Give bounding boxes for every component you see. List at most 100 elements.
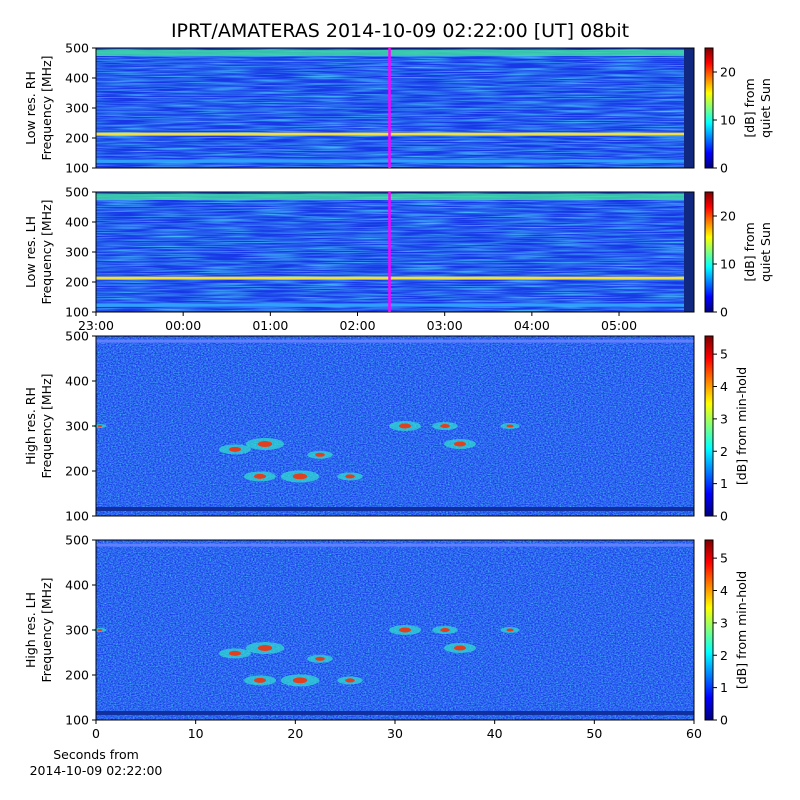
burst-core [257, 645, 273, 651]
colorbar-tick-label: 0 [720, 161, 728, 176]
colorbar-tick-label: 2 [720, 648, 728, 663]
y-axis-label: High res. LH [23, 592, 38, 668]
band [96, 159, 694, 163]
burst-core [454, 441, 466, 447]
colorbar-label: [dB] from min-hold [734, 571, 749, 689]
colorbar-tick-label: 4 [720, 583, 728, 598]
colorbar-tick-label: 0 [720, 509, 728, 524]
colorbar [704, 191, 714, 313]
colorbar [704, 539, 714, 721]
y-tick-label: 100 [65, 161, 89, 176]
colorbar-label: [dB] from [742, 222, 757, 281]
x-tick-label: 00:00 [165, 318, 201, 333]
spectrogram [96, 48, 694, 168]
y-axis-label: Low res. LH [23, 216, 38, 288]
x-tick-label: 10 [188, 726, 204, 741]
band [96, 194, 694, 200]
colorbar-label: [dB] from [742, 78, 757, 137]
spectrogram [93, 336, 694, 516]
spectrogram-texture [96, 48, 694, 168]
y-tick-label: 100 [65, 509, 89, 524]
spectrogram [96, 192, 694, 312]
colorbar-tick-label: 10 [720, 113, 736, 128]
band [96, 543, 694, 547]
burst-core [506, 424, 514, 428]
y-tick-label: 400 [65, 215, 89, 230]
figure-title: IPRT/AMATERAS 2014-10-09 02:22:00 [UT] 0… [171, 20, 629, 42]
y-tick-label: 500 [65, 329, 89, 344]
burst-core [97, 425, 103, 427]
colorbar-tick-label: 3 [720, 411, 728, 426]
burst-core [229, 650, 241, 656]
band [96, 276, 694, 280]
colorbar-tick-label: 0 [720, 713, 728, 728]
y-tick-label: 500 [65, 533, 89, 548]
burst-core [254, 677, 266, 683]
burst-core [315, 452, 325, 457]
x-tick-label: 03:00 [427, 318, 463, 333]
x-tick-label: 30 [387, 726, 403, 741]
x-axis-label: 2014-10-09 02:22:00 [30, 763, 163, 778]
y-axis-label: Frequency [MHz] [39, 199, 54, 304]
colorbar-label: quiet Sun [758, 78, 773, 138]
burst-core [506, 628, 514, 632]
colorbar-tick-label: 4 [720, 379, 728, 394]
burst-core [345, 678, 355, 683]
burst-core [292, 473, 308, 480]
band [96, 132, 694, 136]
colorbar-tick-label: 1 [720, 680, 728, 695]
x-tick-label: 40 [487, 726, 503, 741]
colorbar [704, 47, 714, 169]
burst-core [254, 473, 266, 479]
colorbar-tick-label: 20 [720, 209, 736, 224]
y-tick-label: 200 [65, 668, 89, 683]
band [684, 48, 694, 168]
band [96, 339, 694, 343]
y-axis-label: Frequency [MHz] [39, 373, 54, 478]
burst-core [399, 423, 411, 429]
colorbar-tick-label: 5 [720, 551, 728, 566]
y-tick-label: 100 [65, 713, 89, 728]
colorbar [704, 335, 714, 517]
y-tick-label: 400 [65, 374, 89, 389]
band [96, 303, 694, 307]
band [96, 711, 694, 715]
burst-core [315, 656, 325, 661]
x-tick-label: 04:00 [514, 318, 550, 333]
y-tick-label: 300 [65, 245, 89, 260]
band [96, 507, 694, 511]
burst-core [454, 645, 466, 651]
y-tick-label: 200 [65, 275, 89, 290]
band [684, 192, 694, 312]
y-tick-label: 400 [65, 71, 89, 86]
burst-core [97, 629, 103, 631]
spectrogram [93, 540, 694, 720]
colorbar-label: quiet Sun [758, 222, 773, 282]
colorbar-tick-label: 5 [720, 347, 728, 362]
burst-core [440, 424, 450, 428]
x-tick-label: 23:00 [78, 318, 114, 333]
x-tick-label: 20 [287, 726, 303, 741]
y-axis-label: High res. RH [23, 387, 38, 465]
y-tick-label: 100 [65, 305, 89, 320]
x-tick-label: 02:00 [340, 318, 376, 333]
x-tick-label: 60 [686, 726, 702, 741]
x-tick-label: 05:00 [601, 318, 637, 333]
burst-core [399, 627, 411, 633]
colorbar-tick-label: 3 [720, 615, 728, 630]
colorbar-tick-label: 10 [720, 257, 736, 272]
y-axis-label: Low res. RH [23, 71, 38, 145]
x-tick-label: 50 [586, 726, 602, 741]
burst-core [440, 628, 450, 632]
x-axis-label: Seconds from [53, 747, 139, 762]
colorbar-tick-label: 0 [720, 305, 728, 320]
y-tick-label: 300 [65, 419, 89, 434]
burst-core [345, 474, 355, 479]
colorbar-tick-label: 1 [720, 476, 728, 491]
colorbar-tick-label: 2 [720, 444, 728, 459]
band [96, 50, 694, 56]
y-tick-label: 200 [65, 131, 89, 146]
x-tick-label: 01:00 [252, 318, 288, 333]
y-tick-label: 500 [65, 185, 89, 200]
